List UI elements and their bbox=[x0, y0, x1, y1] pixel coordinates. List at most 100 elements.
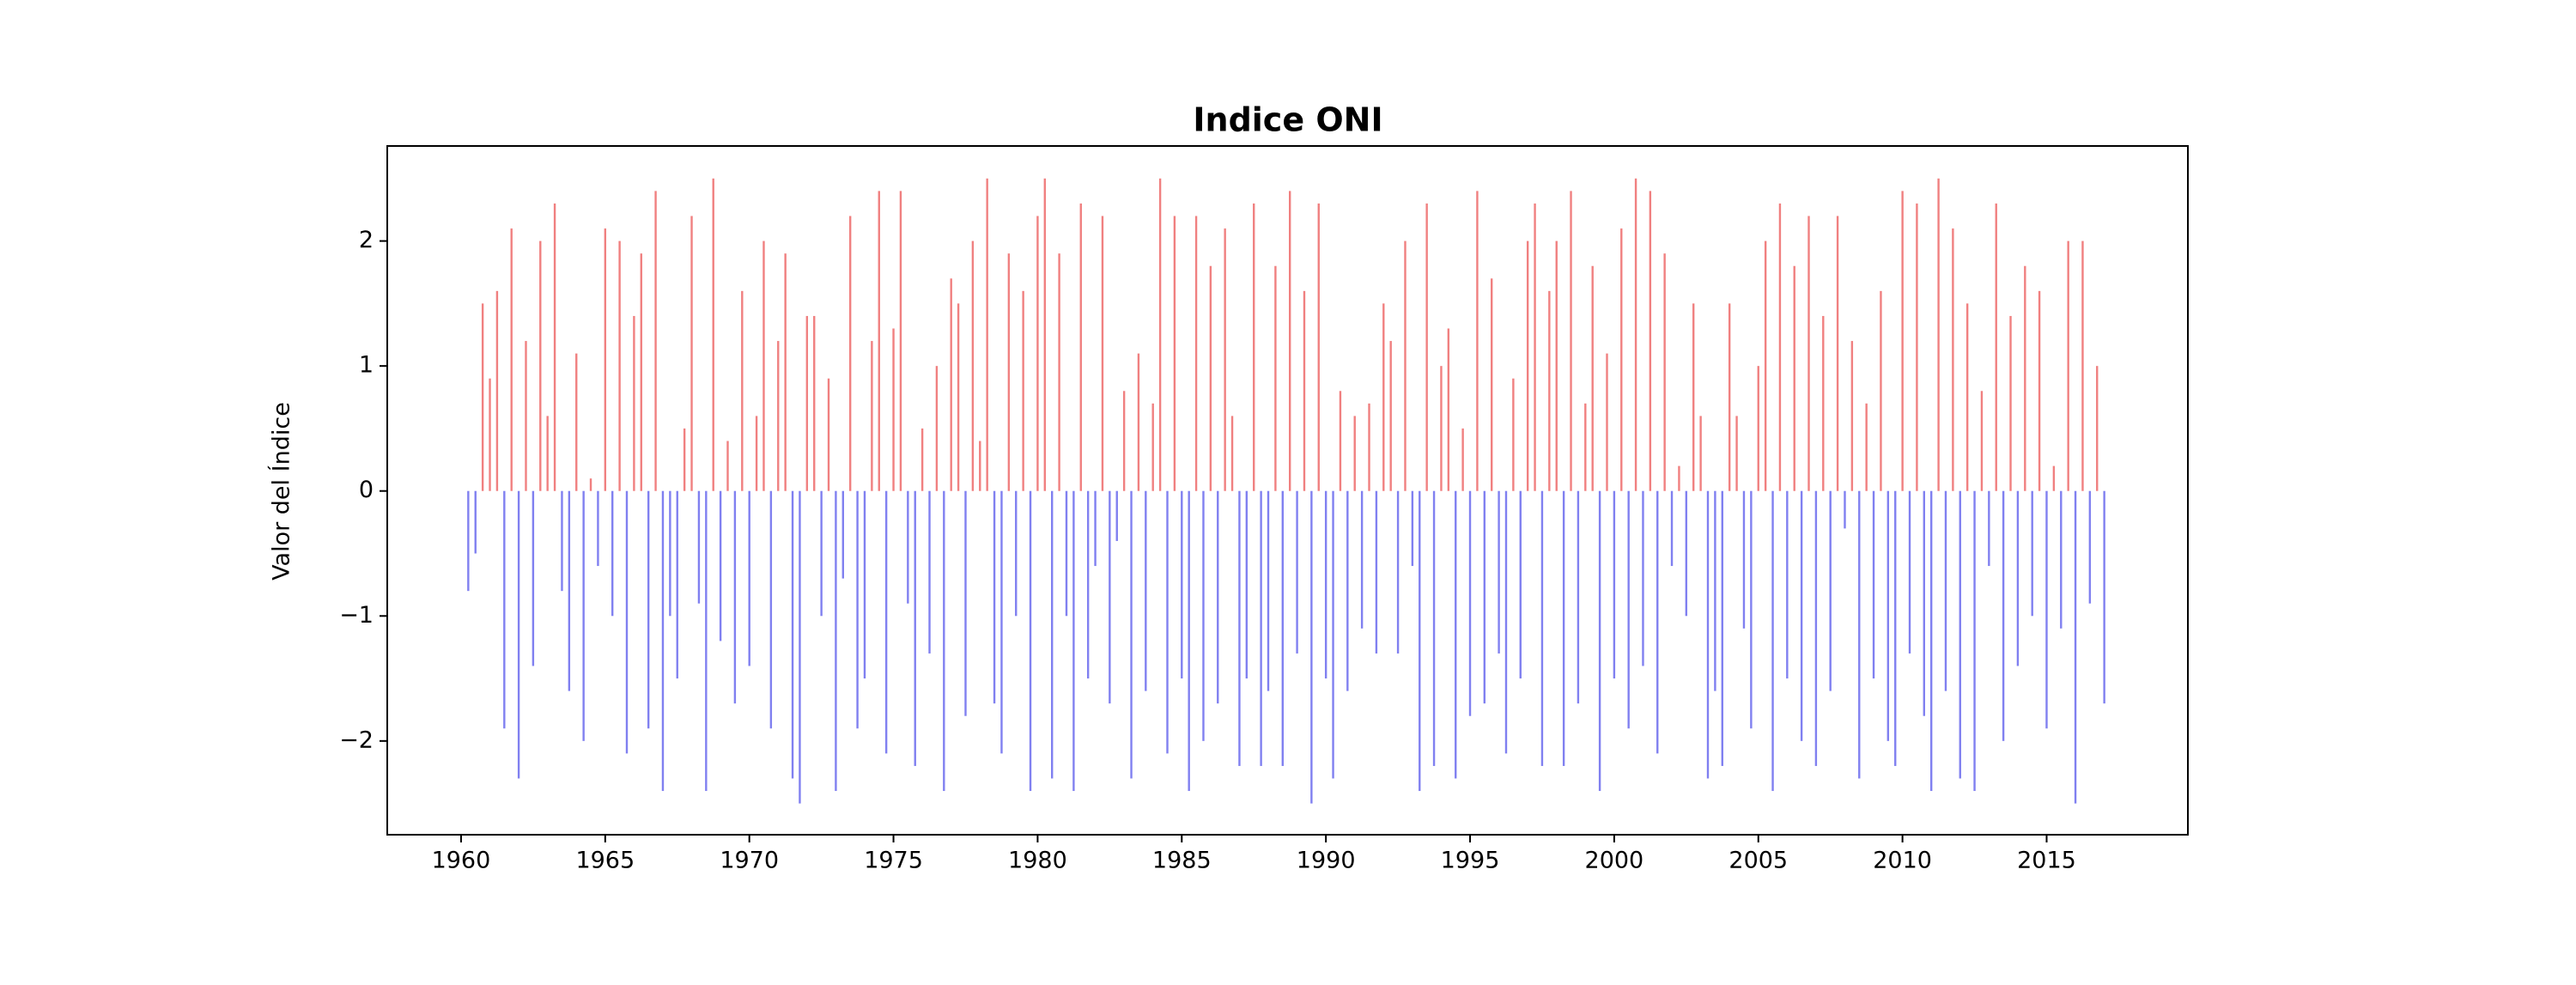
bar bbox=[943, 490, 945, 792]
bar bbox=[2081, 240, 2084, 491]
bar bbox=[647, 490, 650, 729]
bar bbox=[928, 490, 931, 654]
bar bbox=[1872, 490, 1875, 679]
bar bbox=[762, 240, 765, 491]
bar bbox=[820, 490, 823, 617]
bar bbox=[1158, 178, 1162, 491]
y-tick-label: 1 bbox=[359, 352, 374, 379]
x-tick-label: 1980 bbox=[1008, 848, 1067, 874]
bar bbox=[1952, 228, 1954, 491]
bar bbox=[1692, 303, 1695, 491]
bar bbox=[2103, 490, 2105, 704]
bar bbox=[1015, 490, 1018, 617]
bar bbox=[561, 490, 563, 592]
bar bbox=[1858, 490, 1861, 779]
bar bbox=[1850, 341, 1854, 491]
bar bbox=[1685, 490, 1688, 617]
bar bbox=[892, 328, 895, 491]
bar bbox=[1217, 490, 1219, 704]
bar bbox=[1079, 203, 1082, 491]
bar bbox=[769, 490, 773, 729]
bar bbox=[1101, 216, 1104, 491]
bar bbox=[1007, 253, 1011, 491]
bar bbox=[1173, 216, 1176, 491]
bar bbox=[1995, 203, 1997, 491]
y-tick-label: 0 bbox=[359, 477, 374, 503]
bar bbox=[871, 341, 873, 491]
bar bbox=[1901, 191, 1904, 491]
bar bbox=[1649, 191, 1652, 491]
bar bbox=[1036, 216, 1039, 491]
bar bbox=[827, 378, 830, 491]
bar bbox=[1627, 490, 1630, 729]
y-tick-label: −1 bbox=[339, 602, 374, 629]
bar bbox=[539, 240, 542, 491]
bar bbox=[1483, 490, 1486, 704]
bar bbox=[1166, 490, 1169, 754]
bar bbox=[1425, 203, 1428, 491]
bar bbox=[1894, 490, 1897, 766]
bar bbox=[510, 228, 513, 491]
bar bbox=[1670, 490, 1674, 567]
bar bbox=[1886, 490, 1890, 741]
bar bbox=[1230, 416, 1234, 491]
bar bbox=[1793, 265, 1795, 491]
bar bbox=[863, 490, 866, 679]
bar bbox=[1512, 378, 1515, 491]
bar bbox=[489, 378, 491, 491]
bar bbox=[1396, 490, 1400, 654]
bar bbox=[2045, 490, 2048, 729]
bar bbox=[971, 240, 975, 491]
x-tick-label: 2000 bbox=[1585, 848, 1644, 874]
bar bbox=[1360, 490, 1364, 629]
bar bbox=[1584, 403, 1587, 491]
bar bbox=[964, 490, 967, 716]
bar bbox=[1476, 191, 1479, 491]
bar bbox=[791, 490, 794, 779]
bar bbox=[1145, 490, 1147, 691]
bar bbox=[661, 490, 665, 792]
bar bbox=[1419, 490, 1421, 792]
bar bbox=[1202, 490, 1205, 741]
bar bbox=[1109, 490, 1111, 704]
bar bbox=[1274, 265, 1277, 491]
bar bbox=[654, 191, 657, 491]
bar bbox=[799, 490, 801, 804]
bar bbox=[1504, 490, 1508, 754]
bar bbox=[1534, 203, 1536, 491]
bar bbox=[719, 490, 722, 641]
bar bbox=[1929, 490, 1933, 792]
bar bbox=[1029, 490, 1032, 792]
bar bbox=[993, 490, 996, 704]
bar bbox=[1606, 353, 1608, 491]
x-tick-label: 1990 bbox=[1297, 848, 1356, 874]
bar bbox=[1065, 490, 1068, 617]
bar bbox=[1245, 490, 1249, 679]
bar bbox=[1151, 403, 1154, 491]
chart-title: Indice ONI bbox=[1193, 101, 1382, 139]
bar bbox=[1678, 465, 1680, 491]
bar bbox=[1829, 490, 1832, 691]
bar bbox=[683, 428, 686, 491]
bar bbox=[1548, 290, 1551, 491]
bar bbox=[1706, 490, 1710, 779]
bar bbox=[1324, 490, 1327, 679]
bar bbox=[1620, 228, 1623, 491]
bar bbox=[1555, 240, 1558, 491]
bar bbox=[777, 341, 780, 491]
bar bbox=[2096, 366, 2099, 491]
bar bbox=[1267, 490, 1270, 691]
x-tick-label: 1995 bbox=[1441, 848, 1500, 874]
x-tick-label: 2015 bbox=[2017, 848, 2076, 874]
bar bbox=[1468, 490, 1472, 716]
bar bbox=[1721, 490, 1723, 766]
bar bbox=[517, 490, 520, 779]
bar bbox=[669, 490, 671, 617]
bar bbox=[1714, 490, 1716, 691]
bar bbox=[1209, 265, 1212, 491]
bar bbox=[2067, 240, 2069, 491]
bar bbox=[1865, 403, 1868, 491]
bar bbox=[503, 490, 506, 729]
